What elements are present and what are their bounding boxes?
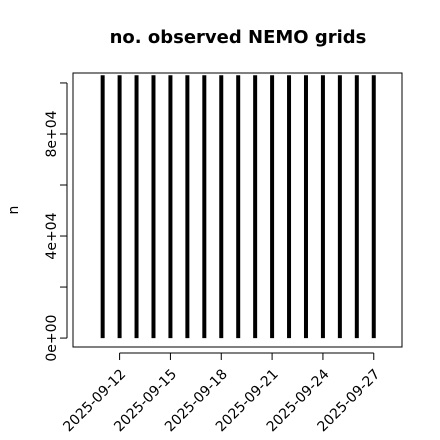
plot-frame xyxy=(72,72,403,348)
y-axis-label: n xyxy=(6,206,22,215)
y-tick-label: 4e+04 xyxy=(44,212,60,259)
y-tick-label: 8e+04 xyxy=(44,110,60,157)
chart-title: no. observed NEMO grids xyxy=(110,27,367,48)
y-tick-label: 0e+00 xyxy=(44,315,60,362)
